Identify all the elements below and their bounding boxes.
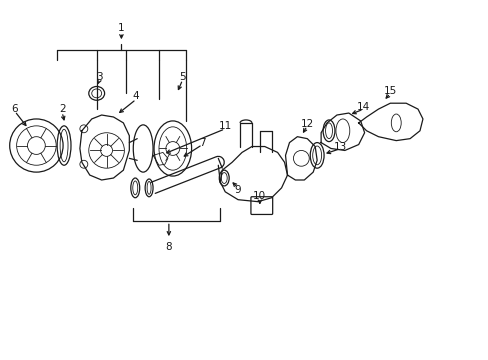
Text: 5: 5 <box>179 72 185 82</box>
Text: 12: 12 <box>300 119 313 129</box>
Text: 13: 13 <box>334 141 347 152</box>
Text: 10: 10 <box>253 191 266 201</box>
Text: 4: 4 <box>133 91 139 101</box>
Text: 6: 6 <box>11 104 18 114</box>
Text: 1: 1 <box>118 23 124 33</box>
Text: 15: 15 <box>383 86 396 96</box>
Text: 2: 2 <box>59 104 65 114</box>
Text: 11: 11 <box>218 121 231 131</box>
Text: 8: 8 <box>165 242 172 252</box>
Text: 9: 9 <box>234 185 241 195</box>
Text: 7: 7 <box>199 138 205 148</box>
Text: 14: 14 <box>356 102 369 112</box>
Text: 3: 3 <box>96 72 103 82</box>
